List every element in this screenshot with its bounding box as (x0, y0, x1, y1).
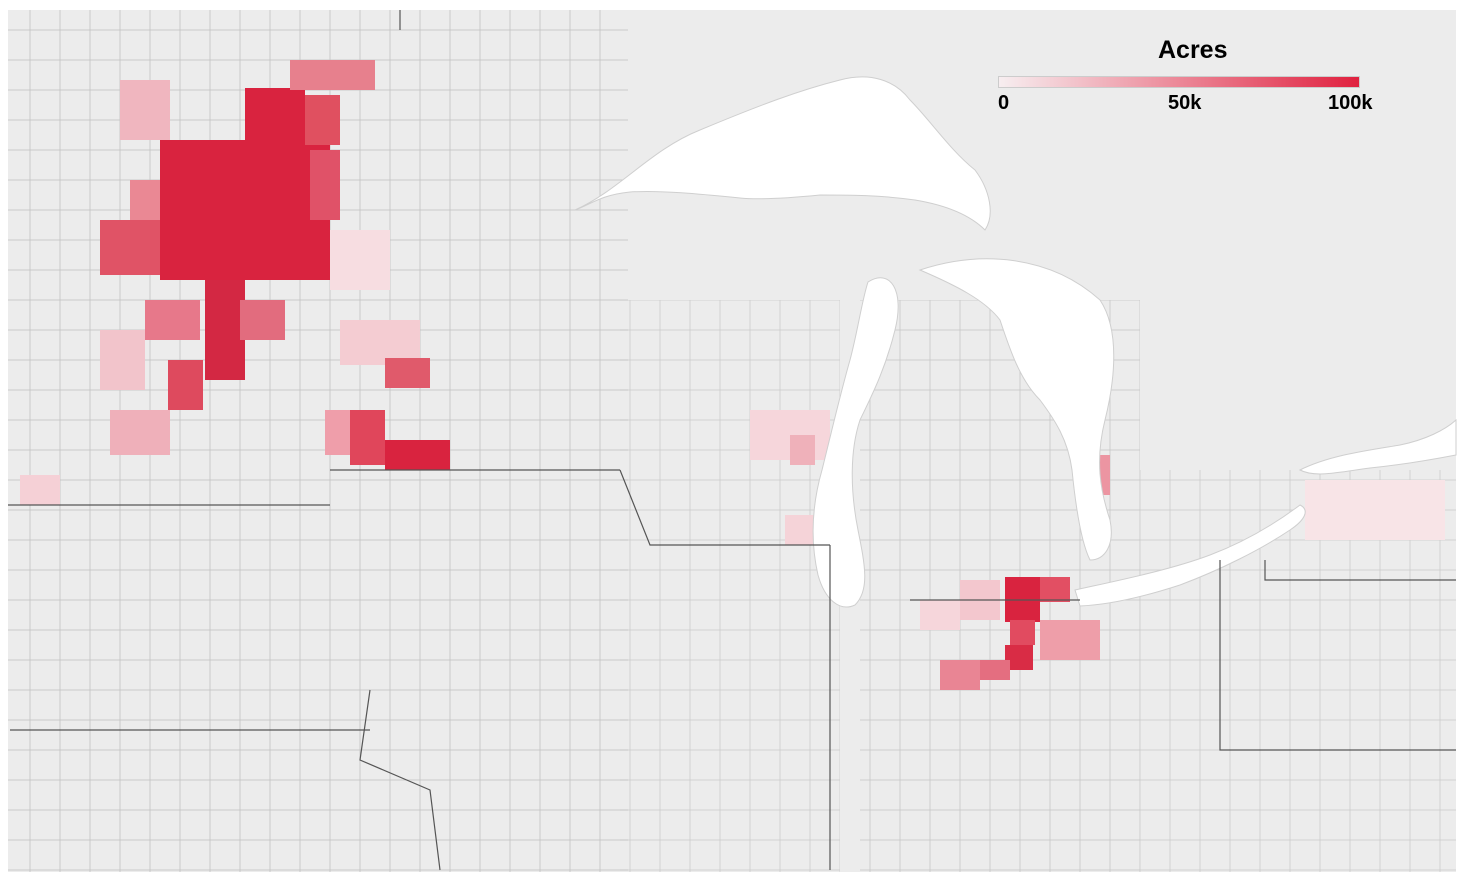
legend-color-scale (998, 76, 1360, 88)
county-choropleth-newyork (1305, 480, 1445, 540)
county-grid-central (620, 300, 840, 872)
legend-tick-mid: 50k (1168, 92, 1202, 114)
lake-erie (1074, 504, 1306, 607)
lake-huron (918, 258, 1115, 561)
county-choropleth-wisconsin (750, 410, 830, 545)
lake-ontario (1298, 418, 1457, 475)
state-borders (8, 10, 1456, 871)
legend: Acres 0 50k 100k (990, 36, 1390, 116)
legend-tick-min: 0 (998, 92, 1010, 114)
legend-title: Acres (1158, 36, 1228, 64)
county-choropleth-minnesota (20, 60, 450, 505)
county-choropleth-michigan (920, 455, 1110, 690)
lake-michigan (812, 277, 899, 608)
legend-tick-max: 100k (1328, 92, 1373, 114)
lake-superior (574, 76, 991, 231)
great-lakes (574, 76, 1457, 608)
